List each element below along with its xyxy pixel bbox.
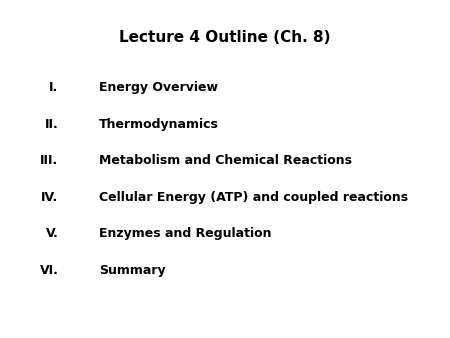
Text: Cellular Energy (ATP) and coupled reactions: Cellular Energy (ATP) and coupled reacti… [99, 191, 408, 203]
Text: II.: II. [45, 118, 58, 130]
Text: Metabolism and Chemical Reactions: Metabolism and Chemical Reactions [99, 154, 352, 167]
Text: I.: I. [49, 81, 58, 94]
Text: IV.: IV. [41, 191, 58, 203]
Text: Energy Overview: Energy Overview [99, 81, 218, 94]
Text: Thermodynamics: Thermodynamics [99, 118, 219, 130]
Text: VI.: VI. [40, 264, 58, 276]
Text: Lecture 4 Outline (Ch. 8): Lecture 4 Outline (Ch. 8) [119, 30, 331, 45]
Text: Summary: Summary [99, 264, 166, 276]
Text: Enzymes and Regulation: Enzymes and Regulation [99, 227, 271, 240]
Text: V.: V. [46, 227, 58, 240]
Text: III.: III. [40, 154, 58, 167]
